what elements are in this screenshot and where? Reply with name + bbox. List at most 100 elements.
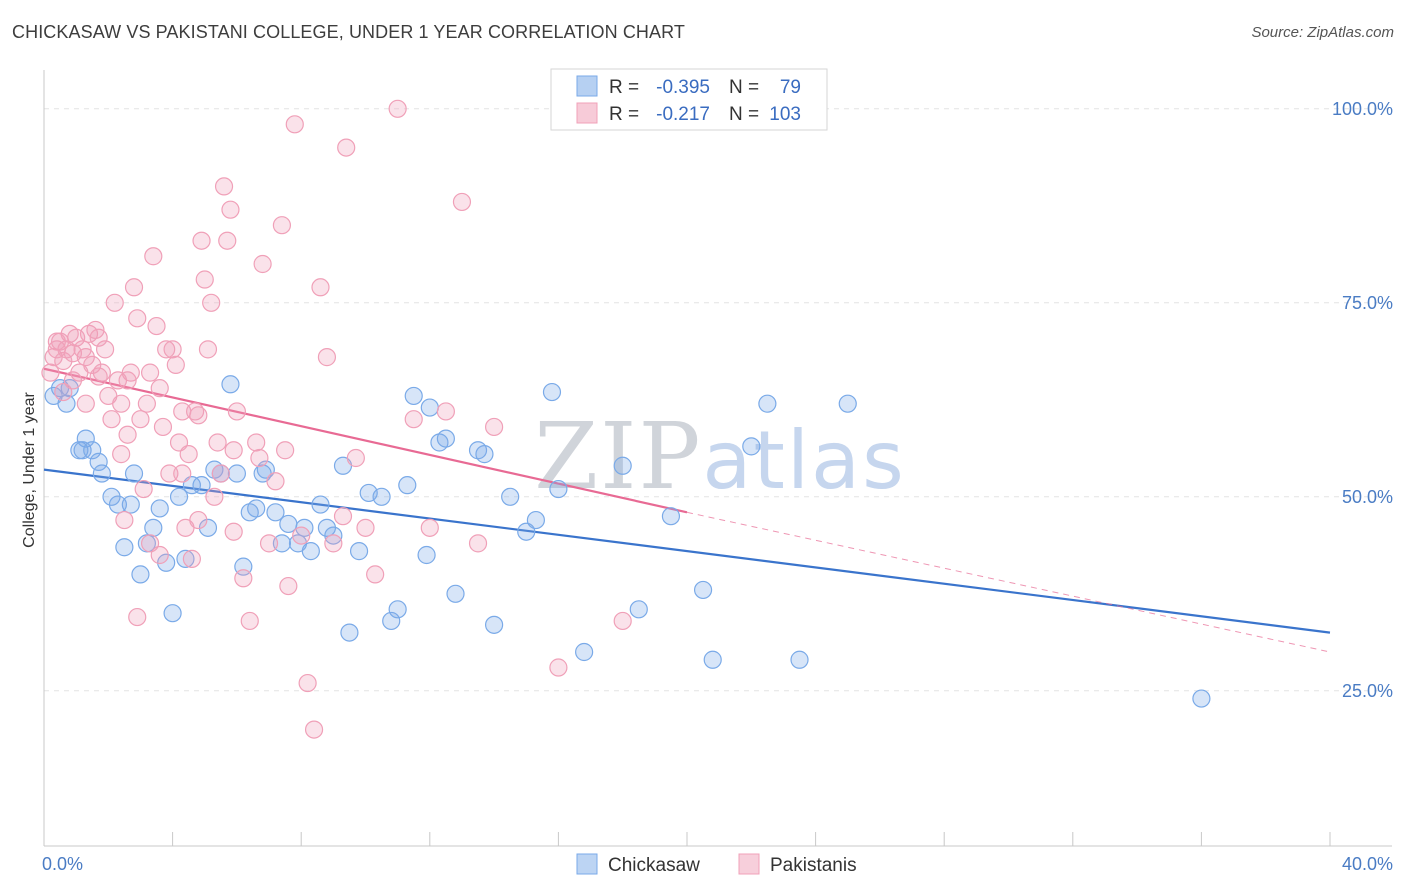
data-point <box>124 278 144 297</box>
data-point <box>221 375 240 394</box>
data-point <box>150 545 169 565</box>
data-point <box>189 406 208 425</box>
legend-n-label: N = <box>729 77 759 98</box>
data-point <box>54 382 73 402</box>
data-point <box>420 398 439 417</box>
data-point <box>247 433 266 452</box>
data-point <box>452 192 472 212</box>
data-point <box>253 254 272 274</box>
data-point <box>475 445 494 464</box>
data-point <box>693 580 713 600</box>
data-point <box>250 448 269 468</box>
data-point <box>173 464 192 483</box>
data-point <box>112 445 131 464</box>
data-point <box>501 487 520 506</box>
y-tick-label: 100.0% <box>1332 99 1393 119</box>
trend-line <box>43 367 688 514</box>
watermark-atlas: atlas <box>702 414 905 507</box>
data-point <box>224 441 243 460</box>
data-point <box>76 429 95 448</box>
legend-r-label: R = <box>609 104 639 125</box>
data-point <box>47 332 66 351</box>
data-point <box>150 379 169 398</box>
data-point <box>214 177 234 196</box>
watermark: ZIPatlas <box>534 403 906 510</box>
data-point <box>549 658 568 677</box>
data-point <box>137 394 156 413</box>
data-point <box>266 503 285 522</box>
data-point <box>356 518 375 537</box>
data-point <box>542 382 562 402</box>
data-point <box>182 549 201 568</box>
data-point <box>134 479 153 499</box>
data-point <box>266 472 285 491</box>
data-point <box>160 464 179 483</box>
data-point <box>221 200 240 219</box>
data-point <box>292 526 311 545</box>
data-point <box>118 425 137 444</box>
x-tick-labels: 0.0% 40.0% <box>42 854 1393 874</box>
y-tick-label: 50.0% <box>1342 487 1393 507</box>
data-point <box>92 464 111 483</box>
data-point <box>182 476 201 495</box>
x-tick-label: 0.0% <box>42 854 83 874</box>
data-point <box>95 340 115 359</box>
data-point <box>169 433 189 452</box>
data-point <box>102 410 121 429</box>
series-pakistanis <box>41 99 632 739</box>
data-point <box>279 576 298 596</box>
data-point <box>118 371 137 390</box>
data-point <box>108 495 128 514</box>
data-point <box>388 99 407 118</box>
data-point <box>324 534 343 553</box>
bottom-legend: Chickasaw Pakistanis <box>576 853 857 876</box>
data-point <box>105 293 124 312</box>
data-point <box>420 518 439 537</box>
data-point <box>153 417 173 437</box>
data-point <box>517 522 536 541</box>
data-point <box>83 441 102 460</box>
data-point <box>218 231 237 250</box>
data-point <box>333 507 353 526</box>
data-point <box>227 402 246 421</box>
data-point <box>240 611 259 631</box>
trend-line <box>43 468 1331 634</box>
data-point <box>192 476 211 495</box>
data-point <box>124 464 144 483</box>
data-point <box>89 367 108 386</box>
data-point <box>703 650 722 669</box>
data-point <box>227 464 246 483</box>
data-point <box>613 611 632 631</box>
data-point <box>73 441 92 460</box>
data-point <box>198 340 218 359</box>
data-point <box>224 522 243 541</box>
data-point <box>169 487 189 506</box>
data-point <box>140 534 160 553</box>
data-point <box>485 417 504 437</box>
source-label: Source: ZipAtlas.com <box>1251 24 1394 41</box>
data-point <box>54 351 73 371</box>
data-point <box>304 720 324 739</box>
data-point <box>211 464 230 483</box>
data-point <box>324 526 343 545</box>
data-point <box>417 545 436 565</box>
bottom-legend-swatch <box>576 853 598 875</box>
data-point <box>144 247 163 266</box>
data-point <box>163 340 182 359</box>
data-point <box>272 216 292 235</box>
data-point <box>790 650 809 669</box>
data-point <box>485 615 504 634</box>
data-point <box>205 487 224 506</box>
data-point <box>629 600 648 619</box>
data-point <box>436 402 455 421</box>
data-points <box>41 99 1211 739</box>
data-point <box>57 394 76 413</box>
data-point <box>382 611 401 631</box>
data-point <box>157 340 176 359</box>
data-point <box>404 410 423 429</box>
data-point <box>41 363 60 382</box>
data-point <box>147 316 166 336</box>
data-point <box>298 673 317 693</box>
data-point <box>89 452 108 471</box>
